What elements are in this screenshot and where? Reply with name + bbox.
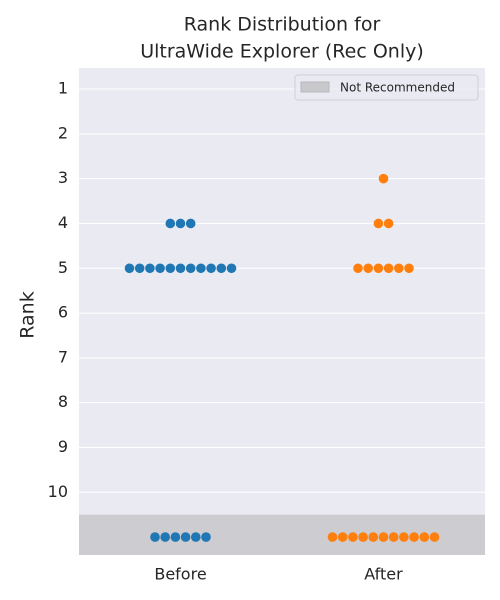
data-point <box>383 263 394 274</box>
data-point <box>185 263 196 274</box>
data-point <box>368 532 379 542</box>
data-point <box>160 532 170 542</box>
data-point <box>348 532 358 542</box>
data-point <box>373 263 384 274</box>
data-point <box>201 532 211 542</box>
x-tick-label: Before <box>154 565 206 584</box>
data-point <box>155 263 165 274</box>
legend-box <box>294 74 479 101</box>
data-point <box>216 263 227 274</box>
data-point <box>404 263 414 274</box>
data-point <box>429 532 440 542</box>
data-point <box>378 173 389 184</box>
data-point <box>394 263 404 274</box>
y-tick-label: 5 <box>58 258 68 277</box>
data-point <box>409 532 419 542</box>
data-point <box>145 263 155 274</box>
data-point <box>363 263 374 274</box>
y-tick-label: 6 <box>58 303 68 322</box>
y-axis-label: Rank <box>17 291 39 338</box>
y-tick-label: 1 <box>58 79 68 98</box>
y-tick-label: 8 <box>58 392 68 411</box>
data-point <box>175 218 186 229</box>
y-tick-label: 10 <box>48 482 68 501</box>
data-point <box>383 218 394 229</box>
y-tick-label: 7 <box>58 347 68 366</box>
chart-title: UltraWide Explorer (Rec Only) <box>140 41 424 63</box>
data-point <box>134 263 145 274</box>
x-tick-label: After <box>364 565 403 584</box>
plot-area <box>79 68 485 555</box>
data-point <box>206 263 216 274</box>
data-point <box>196 263 206 274</box>
data-point <box>180 532 191 542</box>
data-point <box>191 532 201 542</box>
data-point <box>337 532 348 542</box>
legend-swatch <box>300 81 330 93</box>
data-point <box>419 532 430 542</box>
y-tick-label: 2 <box>58 123 68 142</box>
y-tick-label: 4 <box>58 213 68 232</box>
data-point <box>353 263 363 274</box>
chart-title: Rank Distribution for <box>184 14 381 36</box>
data-point <box>165 263 176 274</box>
data-point <box>165 218 176 229</box>
y-tick-label: 3 <box>58 168 68 187</box>
data-point <box>388 532 399 542</box>
data-point <box>399 532 409 542</box>
data-point <box>358 532 368 542</box>
data-point <box>373 218 384 229</box>
data-point <box>175 263 186 274</box>
data-point <box>150 532 160 542</box>
data-point <box>378 532 389 542</box>
data-point <box>327 532 338 542</box>
y-tick-label: 9 <box>58 437 68 456</box>
data-point <box>124 263 135 274</box>
data-point <box>170 532 181 542</box>
data-point <box>185 218 196 229</box>
legend-label: Not Recommended <box>340 81 455 95</box>
data-point <box>226 263 237 274</box>
